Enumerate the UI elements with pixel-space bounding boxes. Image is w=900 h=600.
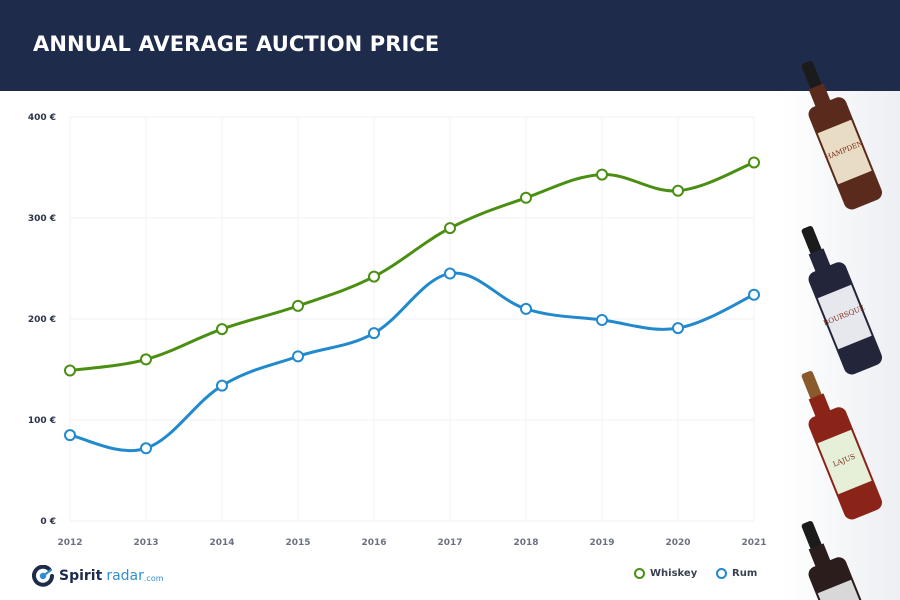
brand-name-light: radar bbox=[106, 568, 144, 584]
legend-label: Whiskey bbox=[650, 568, 698, 579]
bottle-image: HAMPDEN bbox=[801, 60, 882, 210]
data-point bbox=[64, 364, 76, 377]
series-line bbox=[68, 271, 756, 453]
series-whiskey bbox=[64, 156, 760, 377]
data-point bbox=[672, 184, 684, 197]
bottle-cap bbox=[801, 370, 822, 400]
data-point bbox=[444, 222, 456, 235]
data-point bbox=[292, 350, 304, 363]
y-tick-label: 100 € bbox=[28, 416, 56, 426]
data-point bbox=[216, 323, 228, 336]
x-tick-label: 2018 bbox=[513, 538, 538, 548]
bottle-body bbox=[808, 557, 882, 600]
series-layer bbox=[64, 156, 760, 455]
legend-item-whiskey[interactable]: Whiskey bbox=[634, 568, 697, 579]
data-point bbox=[748, 156, 760, 169]
data-point bbox=[140, 353, 152, 366]
bottle-cap bbox=[801, 520, 822, 550]
legend-marker-icon bbox=[716, 568, 727, 579]
y-axis: 0 € 100 € 200 € 300 € 400 € bbox=[28, 113, 56, 527]
y-tick-label: 300 € bbox=[28, 214, 56, 224]
header-banner: ANNUAL AVERAGE AUCTION PRICE bbox=[0, 0, 900, 91]
x-tick-label: 2021 bbox=[741, 538, 766, 548]
spiritradar-logo[interactable]: Spirit radar .com bbox=[32, 564, 164, 588]
x-axis: 2012 2013 2014 2015 2016 2017 2018 2019 2020 2021 bbox=[57, 538, 766, 548]
x-tick-label: 2013 bbox=[133, 538, 158, 548]
data-point bbox=[520, 302, 532, 315]
bottle-label bbox=[817, 579, 872, 600]
radar-logo-icon bbox=[32, 565, 54, 587]
y-tick-label: 200 € bbox=[28, 315, 56, 325]
data-point bbox=[748, 288, 760, 301]
data-point bbox=[596, 314, 608, 327]
data-point bbox=[368, 327, 380, 340]
x-tick-label: 2019 bbox=[589, 538, 614, 548]
x-tick-label: 2020 bbox=[665, 538, 690, 548]
legend-item-rum[interactable]: Rum bbox=[716, 568, 757, 579]
legend-label: Rum bbox=[732, 568, 758, 579]
y-tick-label: 400 € bbox=[28, 113, 56, 123]
y-tick-label: 0 € bbox=[40, 517, 56, 527]
bottle-image: BOURSQUE bbox=[801, 225, 882, 375]
bottle-cap bbox=[801, 60, 822, 90]
grid-lines bbox=[69, 116, 755, 522]
data-point bbox=[292, 299, 304, 312]
data-point bbox=[596, 168, 608, 181]
x-tick-label: 2014 bbox=[209, 538, 234, 548]
bottle-label bbox=[817, 429, 872, 495]
x-tick-label: 2016 bbox=[361, 538, 386, 548]
data-point bbox=[140, 442, 152, 455]
series-line bbox=[68, 160, 756, 373]
data-point bbox=[520, 191, 532, 204]
brand-suffix: .com bbox=[143, 574, 164, 583]
series-rum bbox=[64, 267, 760, 455]
bottle-image bbox=[801, 520, 882, 600]
data-point bbox=[216, 379, 228, 392]
data-point bbox=[64, 429, 76, 442]
brand-name: Spirit bbox=[59, 568, 103, 584]
chart-title: ANNUAL AVERAGE AUCTION PRICE bbox=[33, 32, 440, 56]
data-point bbox=[672, 322, 684, 335]
data-point bbox=[444, 267, 456, 280]
x-tick-label: 2012 bbox=[57, 538, 82, 548]
bottle-cap bbox=[801, 225, 822, 255]
data-point bbox=[368, 270, 380, 283]
x-tick-label: 2015 bbox=[285, 538, 310, 548]
bottle-images: HAMPDEN BOURSQUE LAJUS bbox=[800, 55, 900, 600]
legend-marker-icon bbox=[634, 568, 645, 579]
x-tick-label: 2017 bbox=[437, 538, 462, 548]
bottle-label bbox=[817, 284, 872, 350]
bottle-label bbox=[817, 119, 872, 185]
bottle-image: LAJUS bbox=[801, 370, 882, 520]
